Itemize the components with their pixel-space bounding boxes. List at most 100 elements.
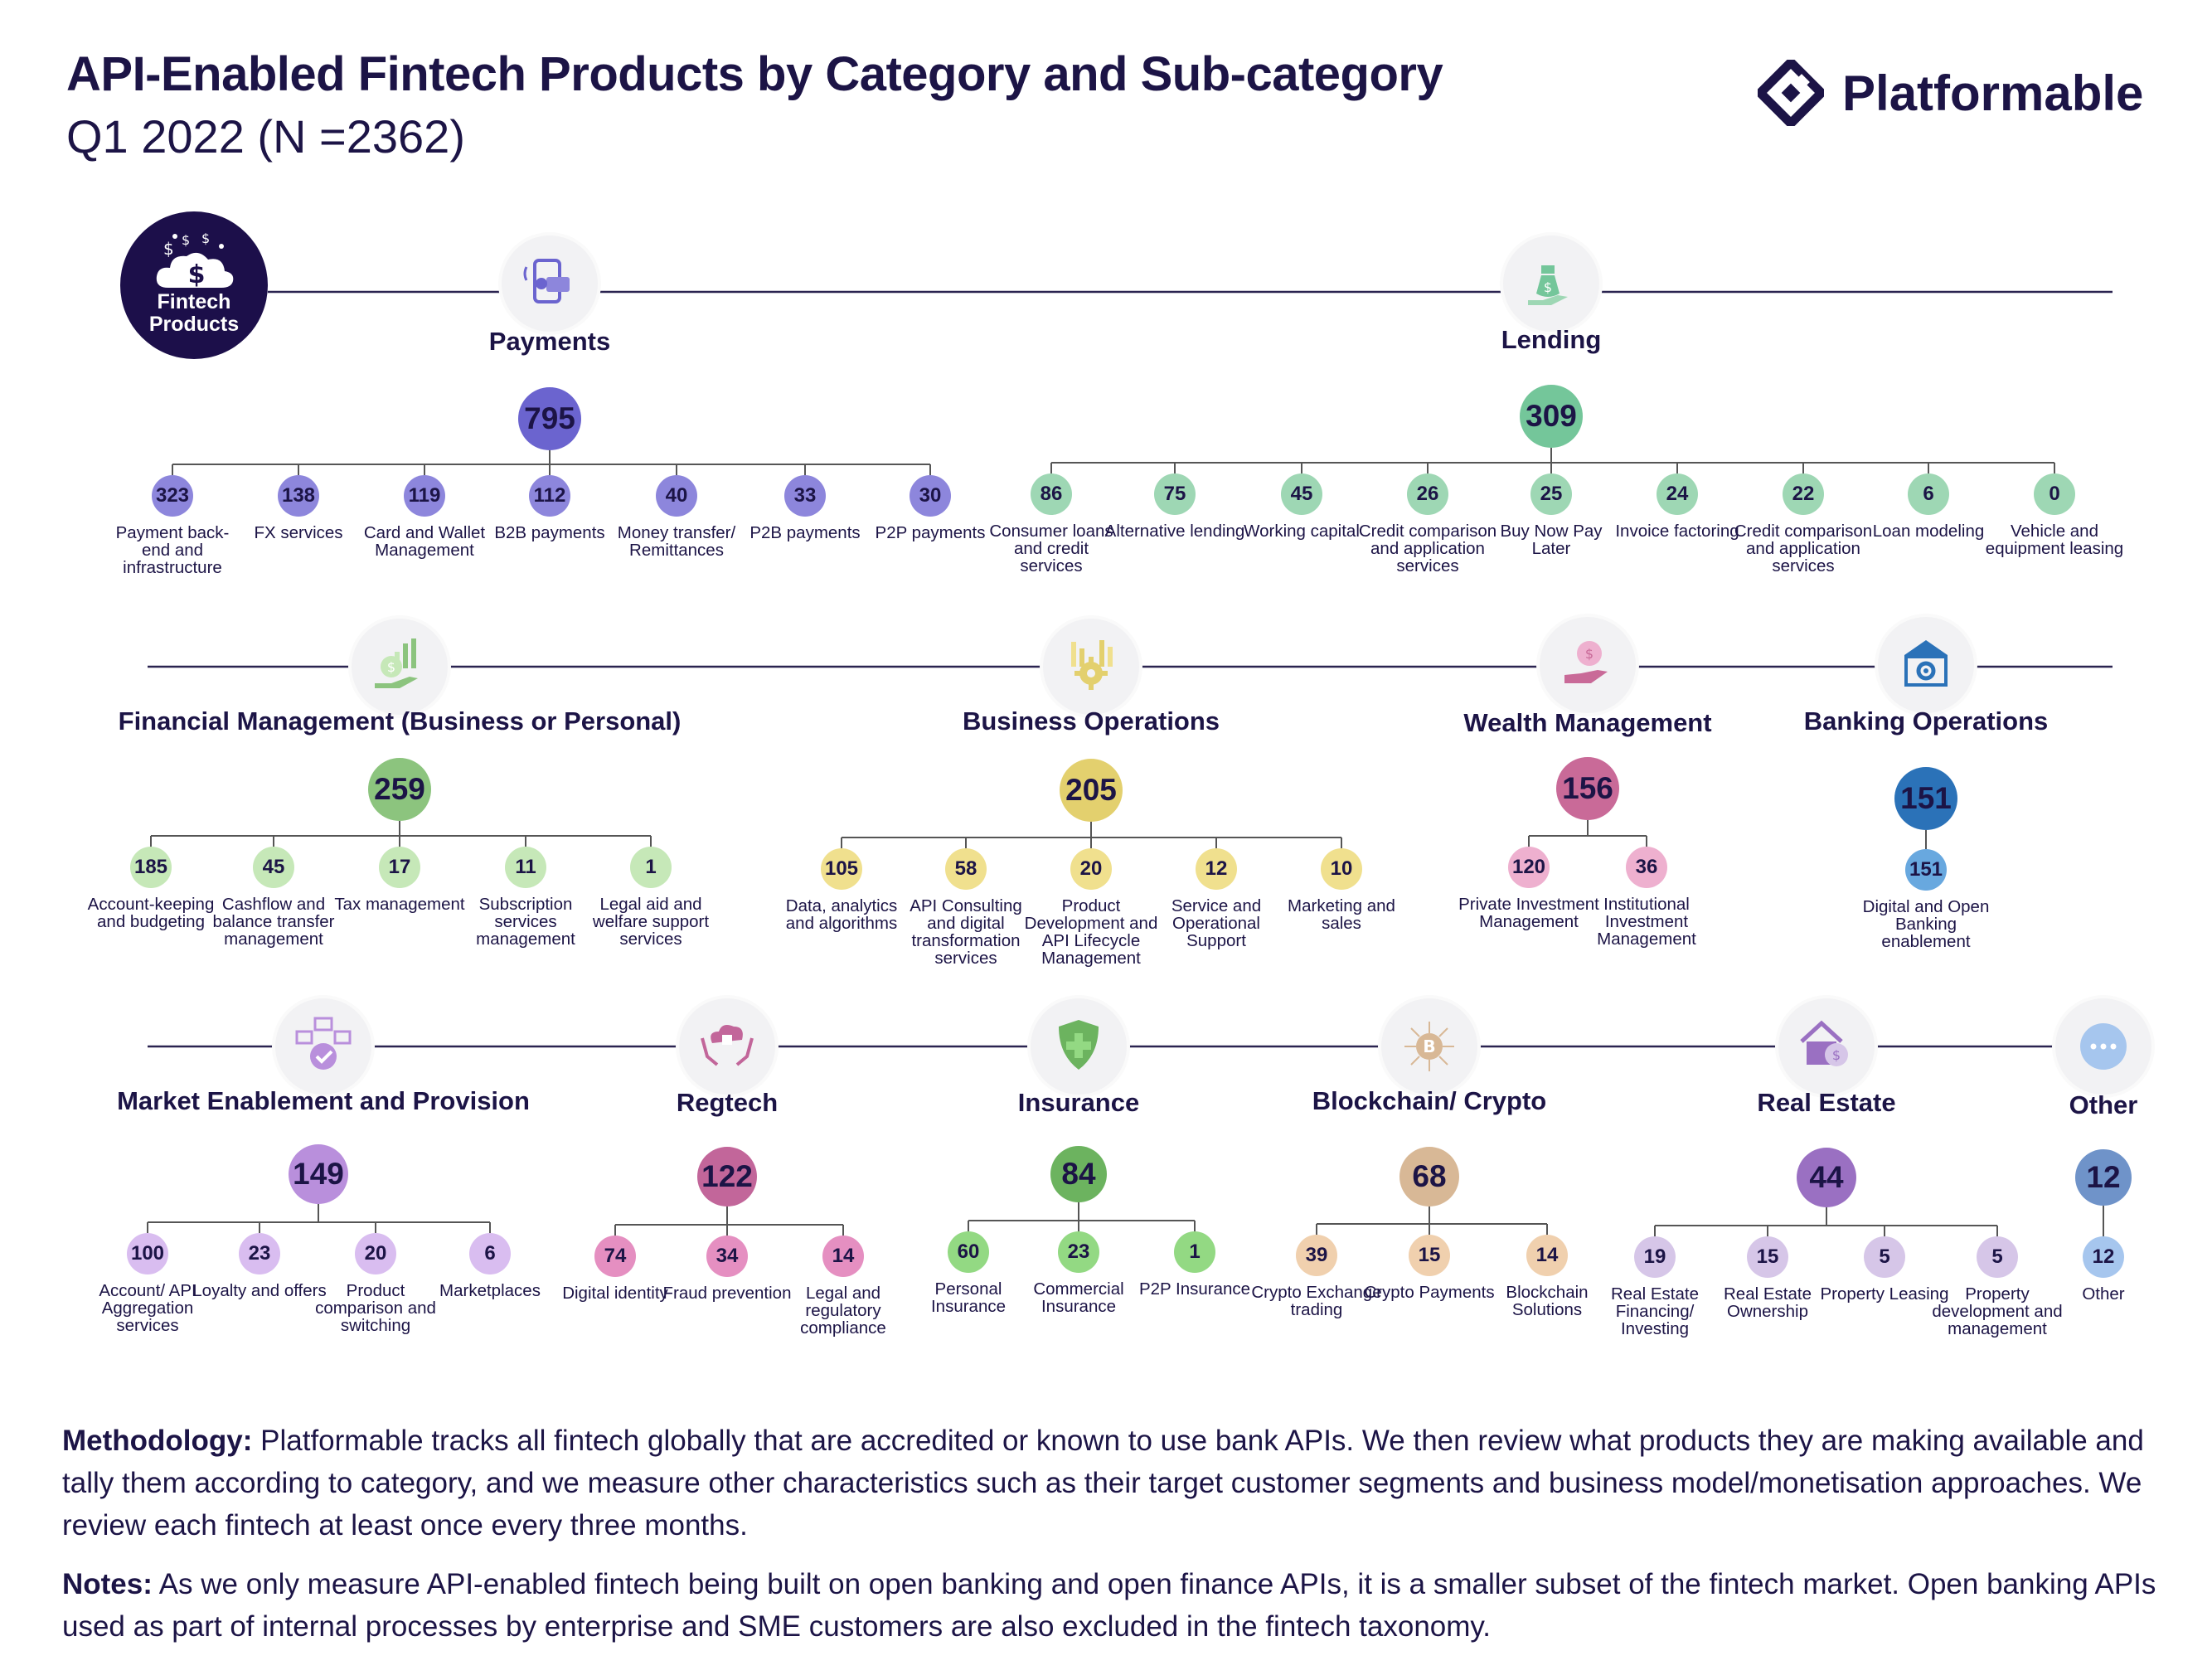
sub-value-realestate: 19 <box>1634 1236 1676 1278</box>
root-node-fintech-products: $ $ $ $ Fintech Products <box>120 211 268 359</box>
sub-value-regtech: 74 <box>594 1236 636 1277</box>
sub-value-other: 12 <box>2083 1236 2124 1278</box>
sub-value-lending: 6 <box>1908 473 1949 515</box>
sub-label-insurance: P2P Insurance <box>1138 1279 1251 1299</box>
category-total-financial: 259 <box>368 758 431 821</box>
sub-label-wealth: Private Investment Management <box>1458 895 1599 931</box>
category-name-market: Market Enablement and Provision <box>117 1086 530 1115</box>
category-total-insurance: 84 <box>1050 1146 1107 1202</box>
svg-text:$: $ <box>201 231 210 246</box>
sub-value-lending: 22 <box>1783 473 1824 515</box>
sub-value-payments: 138 <box>278 475 319 517</box>
sub-value-financial: 185 <box>130 847 172 888</box>
sub-value-realestate: 5 <box>1977 1236 2018 1278</box>
sub-label-payments: Money transfer/ Remittances <box>617 523 736 560</box>
sub-value-blockchain: 15 <box>1409 1235 1450 1276</box>
money-bag-hand-icon: $ <box>1503 235 1599 332</box>
sub-label-business: Marketing and sales <box>1288 896 1395 933</box>
svg-text:$: $ <box>188 260 206 289</box>
sub-label-business: Data, analytics and algorithms <box>785 896 898 933</box>
notes-paragraph: Notes: As we only measure API-enabled fi… <box>62 1563 2168 1648</box>
sub-value-wealth: 120 <box>1508 847 1550 888</box>
sub-value-financial: 45 <box>253 847 294 888</box>
sub-label-financial: Legal aid and welfare support services <box>592 895 710 949</box>
sub-value-realestate: 15 <box>1747 1236 1788 1278</box>
svg-text:$: $ <box>1832 1047 1841 1063</box>
sub-label-lending: Working capital <box>1244 522 1360 541</box>
svg-text:$: $ <box>163 239 174 259</box>
methodology-text: Platformable tracks all fintech globally… <box>62 1425 2144 1541</box>
house-coin-icon: $ <box>1778 998 1875 1095</box>
sub-label-lending: Consumer loans and credit services <box>989 522 1113 575</box>
category-name-financial: Financial Management (Business or Person… <box>118 706 682 736</box>
sub-label-lending: Credit comparison and application servic… <box>1734 522 1873 575</box>
marketplace-check-icon <box>275 998 371 1095</box>
bitcoin-circuit-icon: B <box>1381 998 1477 1095</box>
sub-label-lending: Buy Now Pay Later <box>1500 522 1603 558</box>
sub-value-lending: 0 <box>2034 473 2075 515</box>
notes-text: As we only measure API-enabled fintech b… <box>62 1568 2156 1643</box>
methodology-paragraph: Methodology: Platformable tracks all fin… <box>62 1420 2168 1546</box>
sub-label-payments: Card and Wallet Management <box>363 523 486 560</box>
shield-plus-icon <box>1031 998 1127 1095</box>
sub-label-financial: Cashflow and balance transfer management <box>212 895 335 949</box>
sub-value-lending: 86 <box>1031 473 1072 515</box>
sub-value-financial: 11 <box>505 847 546 888</box>
category-total-realestate: 44 <box>1797 1148 1856 1207</box>
svg-text:$: $ <box>182 232 190 248</box>
sub-label-lending: Credit comparison and application servic… <box>1358 522 1497 575</box>
sub-label-realestate: Real Estate Financing/ Investing <box>1611 1284 1699 1338</box>
sub-label-payments: FX services <box>254 523 343 542</box>
sub-label-market: Loyalty and offers <box>192 1281 327 1300</box>
sub-label-business: API Consulting and digital transformatio… <box>910 896 1022 968</box>
sub-value-lending: 24 <box>1657 473 1698 515</box>
category-total-other: 12 <box>2075 1149 2132 1206</box>
sub-label-lending: Vehicle and equipment leasing <box>1985 522 2124 558</box>
category-name-banking: Banking Operations <box>1803 706 2049 736</box>
sub-value-lending: 26 <box>1407 473 1448 515</box>
sub-value-banking: 151 <box>1905 849 1947 891</box>
svg-text:$: $ <box>1585 646 1594 662</box>
sub-value-blockchain: 14 <box>1526 1235 1568 1276</box>
sub-value-business: 12 <box>1196 848 1237 890</box>
sub-value-regtech: 34 <box>706 1236 748 1277</box>
category-total-payments: 795 <box>518 387 581 450</box>
category-name-realestate: Real Estate <box>1757 1088 1896 1117</box>
sub-value-financial: 1 <box>630 847 672 888</box>
brand-logo: Platformable <box>1758 60 2143 126</box>
category-total-blockchain: 68 <box>1399 1147 1459 1206</box>
sub-value-market: 6 <box>469 1233 511 1274</box>
sub-label-wealth: Institutional Investment Management <box>1597 895 1696 949</box>
sub-label-lending: Loan modeling <box>1872 522 1985 541</box>
sub-label-regtech: Legal and regulatory compliance <box>800 1284 886 1338</box>
sub-value-lending: 75 <box>1154 473 1196 515</box>
page-subtitle: Q1 2022 (N =2362) <box>66 110 465 163</box>
sub-label-regtech: Fraud prevention <box>662 1284 792 1303</box>
sub-label-market: Account/ API Aggregation services <box>99 1281 196 1335</box>
sub-value-payments: 112 <box>529 475 570 517</box>
methodology-label: Methodology: <box>62 1425 253 1457</box>
sub-value-blockchain: 39 <box>1296 1235 1337 1276</box>
diamond-logo-icon <box>1758 60 1824 126</box>
sub-value-market: 100 <box>127 1233 168 1274</box>
sub-label-realestate: Property Leasing <box>1820 1284 1949 1304</box>
category-total-business: 205 <box>1060 759 1123 822</box>
coin-hand-icon: $ <box>1540 617 1636 713</box>
root-label-line1: Fintech <box>157 290 231 313</box>
sub-value-regtech: 14 <box>822 1236 864 1277</box>
sub-label-blockchain: Crypto Exchange trading <box>1251 1283 1382 1319</box>
category-name-other: Other <box>2069 1090 2138 1119</box>
category-total-regtech: 122 <box>697 1147 757 1206</box>
sub-label-blockchain: Blockchain Solutions <box>1506 1283 1589 1319</box>
sub-label-payments: P2B payments <box>749 523 861 542</box>
sub-value-business: 10 <box>1321 848 1362 890</box>
sub-label-market: Product comparison and switching <box>315 1281 436 1335</box>
sub-label-business: Service and Operational Support <box>1171 896 1262 950</box>
sub-label-business: Product Development and API Lifecycle Ma… <box>1024 896 1158 968</box>
sub-value-wealth: 36 <box>1626 847 1667 888</box>
sub-label-market: Marketplaces <box>439 1281 541 1300</box>
sub-label-lending: Alternative lending <box>1104 522 1245 541</box>
sub-value-market: 23 <box>239 1233 280 1274</box>
sub-value-payments: 40 <box>656 475 697 517</box>
bank-gear-icon <box>1878 617 1974 713</box>
